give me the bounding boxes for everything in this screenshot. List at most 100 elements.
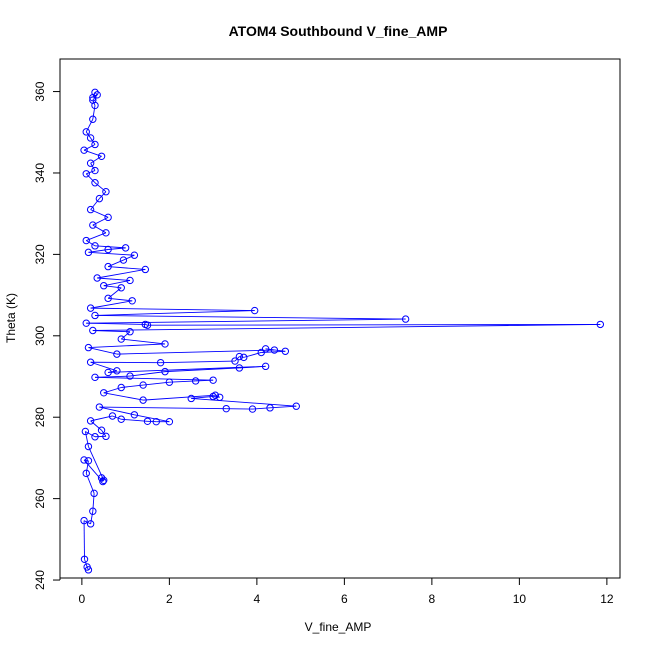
data-point: [89, 507, 97, 515]
data-point: [90, 489, 98, 498]
series-line-segment: [145, 323, 148, 326]
series-line-segment: [112, 415, 122, 420]
data-point: [108, 412, 117, 420]
data-point: [165, 417, 174, 426]
data-point: [102, 188, 110, 196]
data-point: [91, 311, 99, 320]
series-line-segment: [169, 380, 196, 383]
data-point: [596, 320, 605, 329]
series-line-segment: [88, 251, 135, 256]
data-point: [86, 134, 95, 142]
y-tick-label: 360: [33, 81, 47, 101]
data-point: [222, 404, 230, 413]
series-line-segment: [103, 392, 144, 401]
series-line-segment: [108, 266, 146, 270]
data-point: [152, 417, 160, 426]
data-point: [95, 194, 104, 203]
series-line-segment: [90, 137, 96, 145]
data-point: [141, 320, 150, 329]
series-line-segment: [239, 356, 244, 358]
data-point: [235, 364, 244, 372]
series-line-segment: [108, 297, 133, 302]
data-point: [91, 373, 99, 382]
series-line-segment: [83, 459, 89, 462]
data-point: [117, 335, 125, 343]
series-line-segment: [86, 170, 96, 175]
data-point: [143, 417, 152, 425]
data-point: [97, 426, 106, 434]
data-point: [250, 306, 259, 315]
series-line-segment: [85, 460, 89, 474]
series-line-segment: [116, 349, 275, 355]
y-tick-label: 340: [33, 163, 47, 183]
data-point: [91, 242, 99, 250]
x-tick-label: 4: [254, 592, 261, 606]
data-point: [117, 383, 125, 392]
data-point: [130, 411, 139, 419]
series-line-segment: [90, 155, 102, 164]
data-point: [128, 297, 136, 305]
series-line-segment: [121, 418, 148, 422]
series-line-segment: [269, 405, 297, 409]
data-point: [231, 357, 239, 365]
series-line-segment: [143, 381, 170, 386]
data-point: [100, 282, 108, 290]
data-point: [240, 353, 248, 362]
series-line-segment: [129, 371, 166, 377]
series-line-segment: [92, 224, 107, 234]
series-line-segment: [85, 119, 94, 133]
y-tick-label: 240: [33, 570, 47, 590]
series-line-segment: [147, 323, 601, 326]
data-point: [100, 476, 108, 485]
data-point: [89, 326, 97, 335]
data-point: [80, 456, 88, 464]
data-point: [82, 319, 90, 327]
data-point: [130, 251, 139, 259]
data-point: [84, 457, 93, 465]
series-line-segment: [99, 406, 135, 416]
y-tick-label: 260: [33, 488, 47, 508]
data-point: [82, 469, 90, 478]
series-line-segment: [92, 216, 109, 226]
data-point: [82, 170, 90, 178]
data-point: [281, 347, 290, 355]
series-line-segment: [88, 343, 166, 349]
series-line-segment: [103, 279, 131, 287]
data-point: [126, 328, 134, 336]
series-line-segment: [94, 376, 214, 381]
series-line-segment: [90, 162, 96, 171]
series-line-segment: [83, 144, 96, 151]
y-tick-label: 320: [33, 244, 47, 264]
series-line-segment: [92, 105, 96, 120]
data-point: [80, 555, 89, 563]
data-point: [104, 294, 112, 303]
data-point: [89, 93, 97, 102]
series-line-segment: [84, 559, 88, 568]
data-point: [91, 140, 99, 149]
data-point: [80, 516, 88, 525]
data-point: [121, 244, 130, 252]
series-line-segment: [97, 269, 146, 279]
series-line-segment: [84, 431, 89, 447]
series-line-segment: [94, 92, 98, 96]
data-point: [91, 179, 99, 187]
series-line-segment: [94, 314, 406, 320]
data-point: [102, 229, 110, 237]
series-line-segment: [88, 347, 117, 355]
data-point: [292, 402, 300, 410]
data-point: [165, 378, 174, 386]
series-line-segment: [108, 370, 117, 373]
series-line-segment: [90, 511, 94, 524]
series-line-segment: [107, 287, 122, 299]
series-line-segment: [99, 191, 107, 199]
series-line-segment: [101, 429, 107, 437]
data-point: [191, 377, 200, 385]
data-point: [156, 358, 165, 367]
data-point: [86, 304, 95, 312]
data-point: [161, 367, 169, 376]
y-axis-label: Theta (K): [4, 293, 18, 343]
x-tick-label: 12: [600, 592, 614, 606]
data-point: [235, 352, 244, 361]
x-axis: 0 2 4 6 8 10 12: [79, 577, 614, 606]
